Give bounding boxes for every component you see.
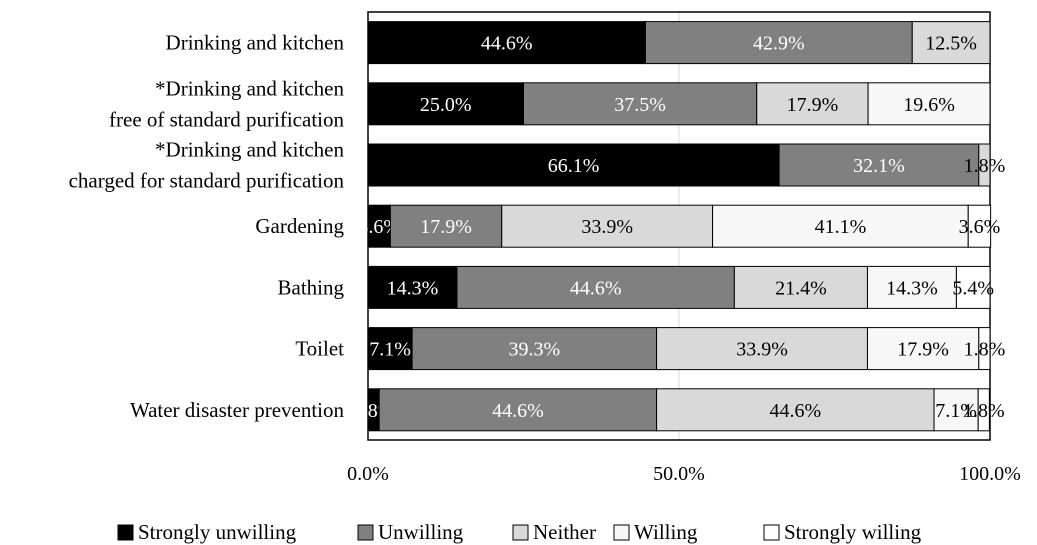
category-label: free of standard purification <box>109 107 344 131</box>
bar-segment <box>656 388 935 432</box>
bar-segment <box>367 82 524 126</box>
data-label: 14.3% <box>387 277 439 299</box>
category-label: *Drinking and kitchen <box>155 76 344 100</box>
data-label: 7.1% <box>935 400 977 422</box>
legend-label: Unwilling <box>378 520 464 544</box>
category-label: Drinking and kitchen <box>166 31 345 55</box>
data-label: 1.8% <box>964 339 1006 361</box>
bar-segment <box>955 265 991 309</box>
category-label: Water disaster prevention <box>130 398 345 422</box>
bar-segment <box>411 327 658 371</box>
data-label: 44.6% <box>769 400 821 422</box>
data-label: 17.9% <box>420 216 472 238</box>
data-label: 21.4% <box>775 277 827 299</box>
data-label: 12.5% <box>925 33 977 55</box>
legend-swatch <box>117 524 134 541</box>
bar-segment <box>977 388 990 432</box>
data-label: 66.1% <box>548 155 600 177</box>
data-label: 39.3% <box>509 339 561 361</box>
data-label: 33.9% <box>581 216 633 238</box>
x-tick-label: 0.0% <box>347 463 389 485</box>
bar-segment <box>756 82 869 126</box>
data-label: 17.9% <box>787 94 839 116</box>
data-label: 33.9% <box>736 339 788 361</box>
data-label: 19.6% <box>903 94 955 116</box>
bar-segment <box>933 388 979 432</box>
bar-segment <box>378 388 658 432</box>
category-label: Gardening <box>255 214 344 238</box>
bar-segment <box>978 143 991 187</box>
legend-label: Willing <box>634 520 698 544</box>
legend-label: Strongly unwilling <box>138 520 297 544</box>
data-label: 1.8% <box>963 400 1005 422</box>
legend-swatch <box>357 524 374 541</box>
legend-swatch <box>512 524 529 541</box>
bar-segment <box>866 327 980 371</box>
x-tick-label: 100.0% <box>959 463 1021 485</box>
x-tick-label: 50.0% <box>653 463 705 485</box>
data-label: 5.4% <box>952 277 994 299</box>
bar-segment <box>778 143 980 187</box>
data-label: 1.8% <box>964 155 1006 177</box>
legend-label: Neither <box>533 520 596 544</box>
bar-segment <box>867 82 991 126</box>
data-label: 32.1% <box>853 155 905 177</box>
legend-swatch <box>763 524 780 541</box>
legend-swatch <box>613 524 630 541</box>
category-label: charged for standard purification <box>69 169 345 193</box>
bar-segment <box>967 204 992 248</box>
data-label: 44.6% <box>492 400 544 422</box>
bar-segment <box>367 143 780 187</box>
bar-segment <box>656 327 868 371</box>
bar-segment <box>367 265 458 309</box>
bar-segment <box>367 21 646 65</box>
data-label: 44.6% <box>481 33 533 55</box>
data-label: 7.1% <box>369 339 411 361</box>
bar-segment <box>456 265 735 309</box>
bar-segment <box>501 204 714 248</box>
data-label: 3.6% <box>358 216 400 238</box>
category-label: Bathing <box>278 275 345 299</box>
category-label: Toilet <box>295 337 344 361</box>
data-label: 42.9% <box>753 33 805 55</box>
data-label: 37.5% <box>614 94 666 116</box>
data-label: 25.0% <box>420 94 472 116</box>
data-label: 3.6% <box>959 216 1001 238</box>
bar-segment <box>733 265 868 309</box>
bar-segment <box>712 204 969 248</box>
data-label: 41.1% <box>815 216 867 238</box>
legend-label: Strongly willing <box>784 520 922 544</box>
data-label: 17.9% <box>897 339 949 361</box>
bar-segment <box>866 265 957 309</box>
bar-segment <box>389 204 503 248</box>
data-label: 44.6% <box>570 277 622 299</box>
category-label: *Drinking and kitchen <box>155 138 344 162</box>
bar-segment <box>978 327 991 371</box>
data-label: 14.3% <box>886 277 938 299</box>
bar-segment <box>911 21 991 65</box>
